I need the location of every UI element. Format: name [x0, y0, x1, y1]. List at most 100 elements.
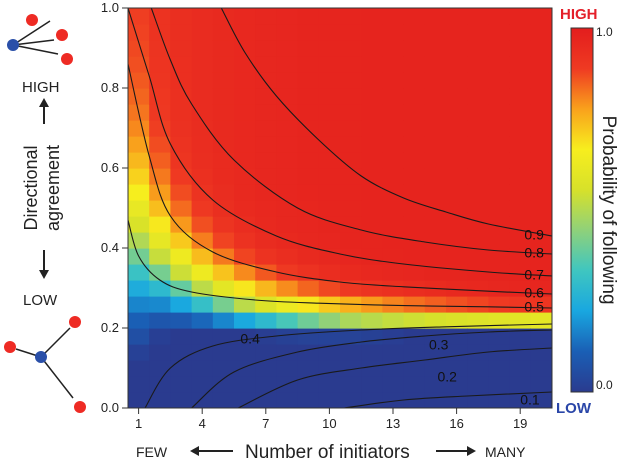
heatmap-cell [191, 40, 214, 57]
heatmap-cell [276, 136, 299, 153]
heatmap-cell [340, 264, 362, 281]
heatmap-cell [446, 200, 468, 217]
contour-line-0-6 [128, 63, 552, 295]
heatmap-cell [170, 104, 193, 121]
heatmap-cell [318, 232, 341, 249]
heatmap-cell [149, 184, 171, 201]
heatmap-cell [403, 376, 426, 393]
heatmap-cell [361, 360, 383, 377]
heatmap-cell [382, 40, 405, 57]
heatmap-cell [509, 296, 532, 313]
heatmap-cell [170, 88, 193, 105]
heatmap-cell [424, 8, 447, 25]
heatmap-cell [340, 88, 362, 105]
heatmap-cell [382, 200, 405, 217]
heatmap-cell [149, 280, 171, 297]
heatmap-cell [509, 40, 532, 57]
heatmap-cell [467, 376, 489, 393]
heatmap-cell [297, 200, 320, 217]
y-tick-label: 1.0 [101, 0, 119, 15]
heatmap-cell [530, 344, 552, 361]
x-low-label: FEW [136, 444, 168, 460]
heatmap-cell [488, 88, 511, 105]
heatmap-cell [424, 88, 447, 105]
heatmap-cell [403, 344, 426, 361]
heatmap-cell [234, 392, 256, 408]
heatmap-cell [297, 376, 320, 393]
heatmap-cell [255, 40, 277, 57]
heatmap-cell [318, 312, 341, 329]
heatmap-cell [234, 136, 256, 153]
colorbar-max-tick: 1.0 [596, 25, 613, 39]
heatmap-cell [403, 152, 426, 169]
heatmap-cell [191, 312, 214, 329]
heatmap-cell [297, 360, 320, 377]
heatmap-cell [509, 104, 532, 121]
heatmap-cell [128, 200, 150, 217]
heatmap-cell [276, 152, 299, 169]
heatmap-cell [530, 376, 552, 393]
heatmap-cell [382, 136, 405, 153]
heatmap-cell [128, 40, 150, 57]
heatmap-cell [382, 88, 405, 105]
heatmap-cell [424, 136, 447, 153]
heatmap-cell [212, 72, 235, 89]
heatmap-cell [446, 136, 468, 153]
contour-line-0-9 [220, 8, 552, 237]
heatmap-cell [424, 56, 447, 73]
heatmap-cell [128, 376, 150, 393]
heatmap-cell [361, 40, 383, 57]
heatmap-cell [361, 200, 383, 217]
heatmap-cell [488, 136, 511, 153]
heatmap-cell [424, 200, 447, 217]
heatmap-cell [467, 88, 489, 105]
heatmap-cell [170, 328, 193, 345]
heatmap-cell [509, 88, 532, 105]
heatmap-cell [170, 248, 193, 265]
x-axis-label: Number of initiators [245, 442, 410, 461]
heatmap-cell [255, 264, 277, 281]
heatmap-cell [403, 136, 426, 153]
heatmap-cell [446, 8, 468, 25]
heatmap-cell [191, 248, 214, 265]
heatmap-cell [276, 168, 299, 185]
x-axis-ticks: 1 4 7 10 13 16 19 [135, 408, 527, 431]
heatmap-cell [234, 8, 256, 25]
heatmap-cell [424, 216, 447, 233]
heatmap-cell [234, 312, 256, 329]
heatmap-cell [467, 24, 489, 41]
heatmap-cell [212, 232, 235, 249]
heatmap-cell [446, 72, 468, 89]
contour-label-0-2: 0.2 [438, 369, 458, 385]
heatmap-cell [361, 232, 383, 249]
heatmap-cell [340, 392, 362, 408]
heatmap-cell [170, 8, 193, 25]
heatmap-cell [170, 376, 193, 393]
heatmap-cell [318, 280, 341, 297]
heatmap-cell [424, 312, 447, 329]
y-low-label: LOW [23, 292, 58, 309]
heatmap-cell [467, 296, 489, 313]
low-agreement-diagram [4, 316, 86, 413]
heatmap-cell [530, 24, 552, 41]
heatmap-cell [446, 184, 468, 201]
heatmap-cell [191, 392, 214, 408]
heatmap-cell [149, 392, 171, 408]
heatmap-cell [255, 200, 277, 217]
x-left-arrow-icon [190, 446, 233, 456]
heatmap-cell [446, 264, 468, 281]
heatmap-cell [276, 40, 299, 57]
heatmap-cell [424, 360, 447, 377]
heatmap-cell [488, 152, 511, 169]
heatmap-cell [212, 120, 235, 137]
colorbar-top-label: HIGH [560, 6, 598, 23]
colorbar-min-tick: 0.0 [596, 378, 613, 392]
heatmap-cell [297, 152, 320, 169]
heatmap-cell [403, 72, 426, 89]
heatmap-cell [467, 152, 489, 169]
heatmap-cell [446, 360, 468, 377]
heatmap-cell [149, 88, 171, 105]
heatmap-cell [212, 8, 235, 25]
heatmap-cell [191, 24, 214, 41]
heatmap-cell [276, 88, 299, 105]
